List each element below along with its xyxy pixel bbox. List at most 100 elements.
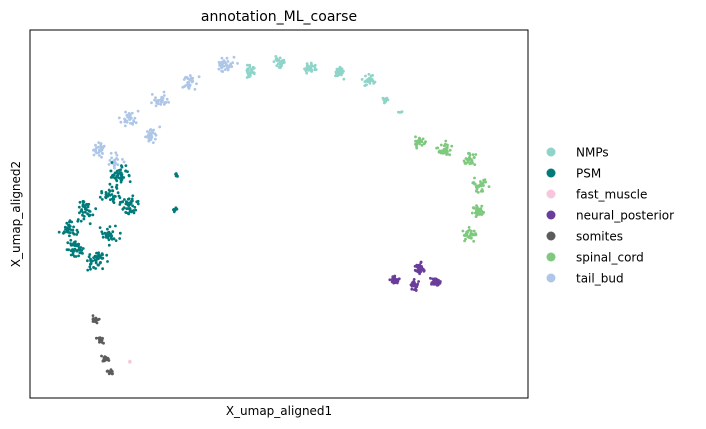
point-tail-bud	[107, 163, 111, 166]
point-PSM	[91, 213, 95, 217]
point-spinal-cord	[461, 229, 465, 233]
point-tail-bud	[151, 141, 155, 145]
point-spinal-cord	[470, 211, 474, 215]
point-PSM	[109, 169, 113, 173]
point-tail-bud	[133, 116, 137, 120]
point-PSM	[57, 230, 61, 234]
point-tail-bud	[167, 100, 171, 104]
point-NMPs	[369, 77, 373, 80]
point-NMPs	[248, 63, 252, 67]
point-spinal-cord	[443, 144, 446, 148]
point-tail-bud	[188, 83, 192, 87]
point-tail-bud	[150, 133, 153, 137]
point-neural-posterior	[417, 280, 420, 283]
point-PSM	[125, 207, 129, 211]
point-tail-bud	[127, 112, 131, 115]
point-spinal-cord	[468, 162, 472, 166]
point-tail-bud	[110, 156, 113, 160]
point-PSM	[115, 187, 119, 190]
point-somites	[97, 336, 101, 340]
point-tail-bud	[151, 131, 155, 135]
point-NMPs	[250, 69, 254, 73]
point-spinal-cord	[473, 182, 476, 186]
point-spinal-cord	[439, 143, 443, 147]
point-PSM	[106, 227, 109, 231]
point-spinal-cord	[479, 182, 483, 186]
point-PSM	[86, 259, 89, 263]
point-neural-posterior	[434, 279, 438, 283]
point-somites	[101, 336, 104, 340]
point-somites	[100, 354, 103, 358]
point-tail-bud	[155, 101, 159, 105]
point-PSM	[118, 231, 122, 235]
point-PSM	[77, 246, 81, 250]
point-NMPs	[246, 63, 249, 67]
point-NMPs	[278, 56, 282, 60]
point-tail-bud	[159, 103, 163, 106]
point-tail-bud	[162, 90, 166, 94]
point-spinal-cord	[421, 137, 425, 141]
point-PSM	[111, 173, 115, 177]
point-tail-bud	[114, 151, 118, 155]
point-tail-bud	[128, 114, 132, 118]
point-PSM	[87, 202, 91, 206]
point-tail-bud	[100, 155, 103, 159]
point-tail-bud	[220, 69, 224, 73]
point-PSM	[66, 227, 70, 231]
point-tail-bud	[181, 85, 185, 89]
point-neural-posterior	[393, 279, 397, 283]
point-tail-bud	[97, 154, 101, 157]
point-PSM	[79, 219, 83, 223]
point-spinal-cord	[435, 146, 438, 150]
point-PSM	[80, 208, 83, 211]
legend-label-NMPs: NMPs	[576, 146, 609, 160]
point-PSM	[86, 205, 90, 209]
point-tail-bud	[154, 137, 157, 141]
point-PSM	[105, 253, 109, 257]
point-spinal-cord	[481, 181, 485, 185]
point-PSM	[77, 254, 80, 258]
point-NMPs	[384, 99, 388, 102]
point-neural-posterior	[419, 270, 422, 274]
point-NMPs	[367, 72, 371, 76]
legend-marker-NMPs	[546, 147, 556, 157]
point-spinal-cord	[484, 180, 487, 184]
point-PSM	[69, 253, 73, 257]
point-PSM	[65, 221, 69, 225]
point-tail-bud	[150, 93, 154, 96]
point-PSM	[136, 202, 140, 206]
point-tail-bud	[124, 110, 127, 114]
point-PSM	[67, 223, 70, 227]
point-PSM	[72, 232, 76, 236]
point-PSM	[81, 213, 84, 217]
point-spinal-cord	[478, 209, 482, 213]
point-PSM	[80, 249, 84, 252]
point-tail-bud	[131, 122, 135, 126]
point-PSM	[95, 258, 98, 261]
point-tail-bud	[188, 74, 192, 77]
point-spinal-cord	[418, 140, 422, 143]
point-NMPs	[279, 62, 282, 66]
point-tail-bud	[162, 94, 166, 97]
point-tail-bud	[223, 68, 227, 71]
point-neural-posterior	[410, 287, 414, 291]
point-spinal-cord	[472, 206, 475, 210]
point-PSM	[129, 210, 133, 214]
point-PSM	[107, 243, 111, 247]
point-tail-bud	[197, 75, 201, 79]
point-tail-bud	[99, 142, 103, 145]
point-NMPs	[310, 70, 313, 73]
scatter-points	[57, 55, 491, 376]
point-spinal-cord	[462, 159, 466, 163]
point-PSM	[118, 203, 122, 206]
legend-label-PSM: PSM	[576, 167, 601, 181]
point-PSM	[174, 174, 178, 178]
point-PSM	[110, 161, 114, 164]
point-tail-bud	[125, 119, 128, 123]
point-tail-bud	[165, 97, 169, 101]
point-NMPs	[334, 70, 338, 74]
point-PSM	[81, 204, 85, 208]
point-spinal-cord	[437, 150, 441, 154]
point-PSM	[94, 207, 98, 211]
